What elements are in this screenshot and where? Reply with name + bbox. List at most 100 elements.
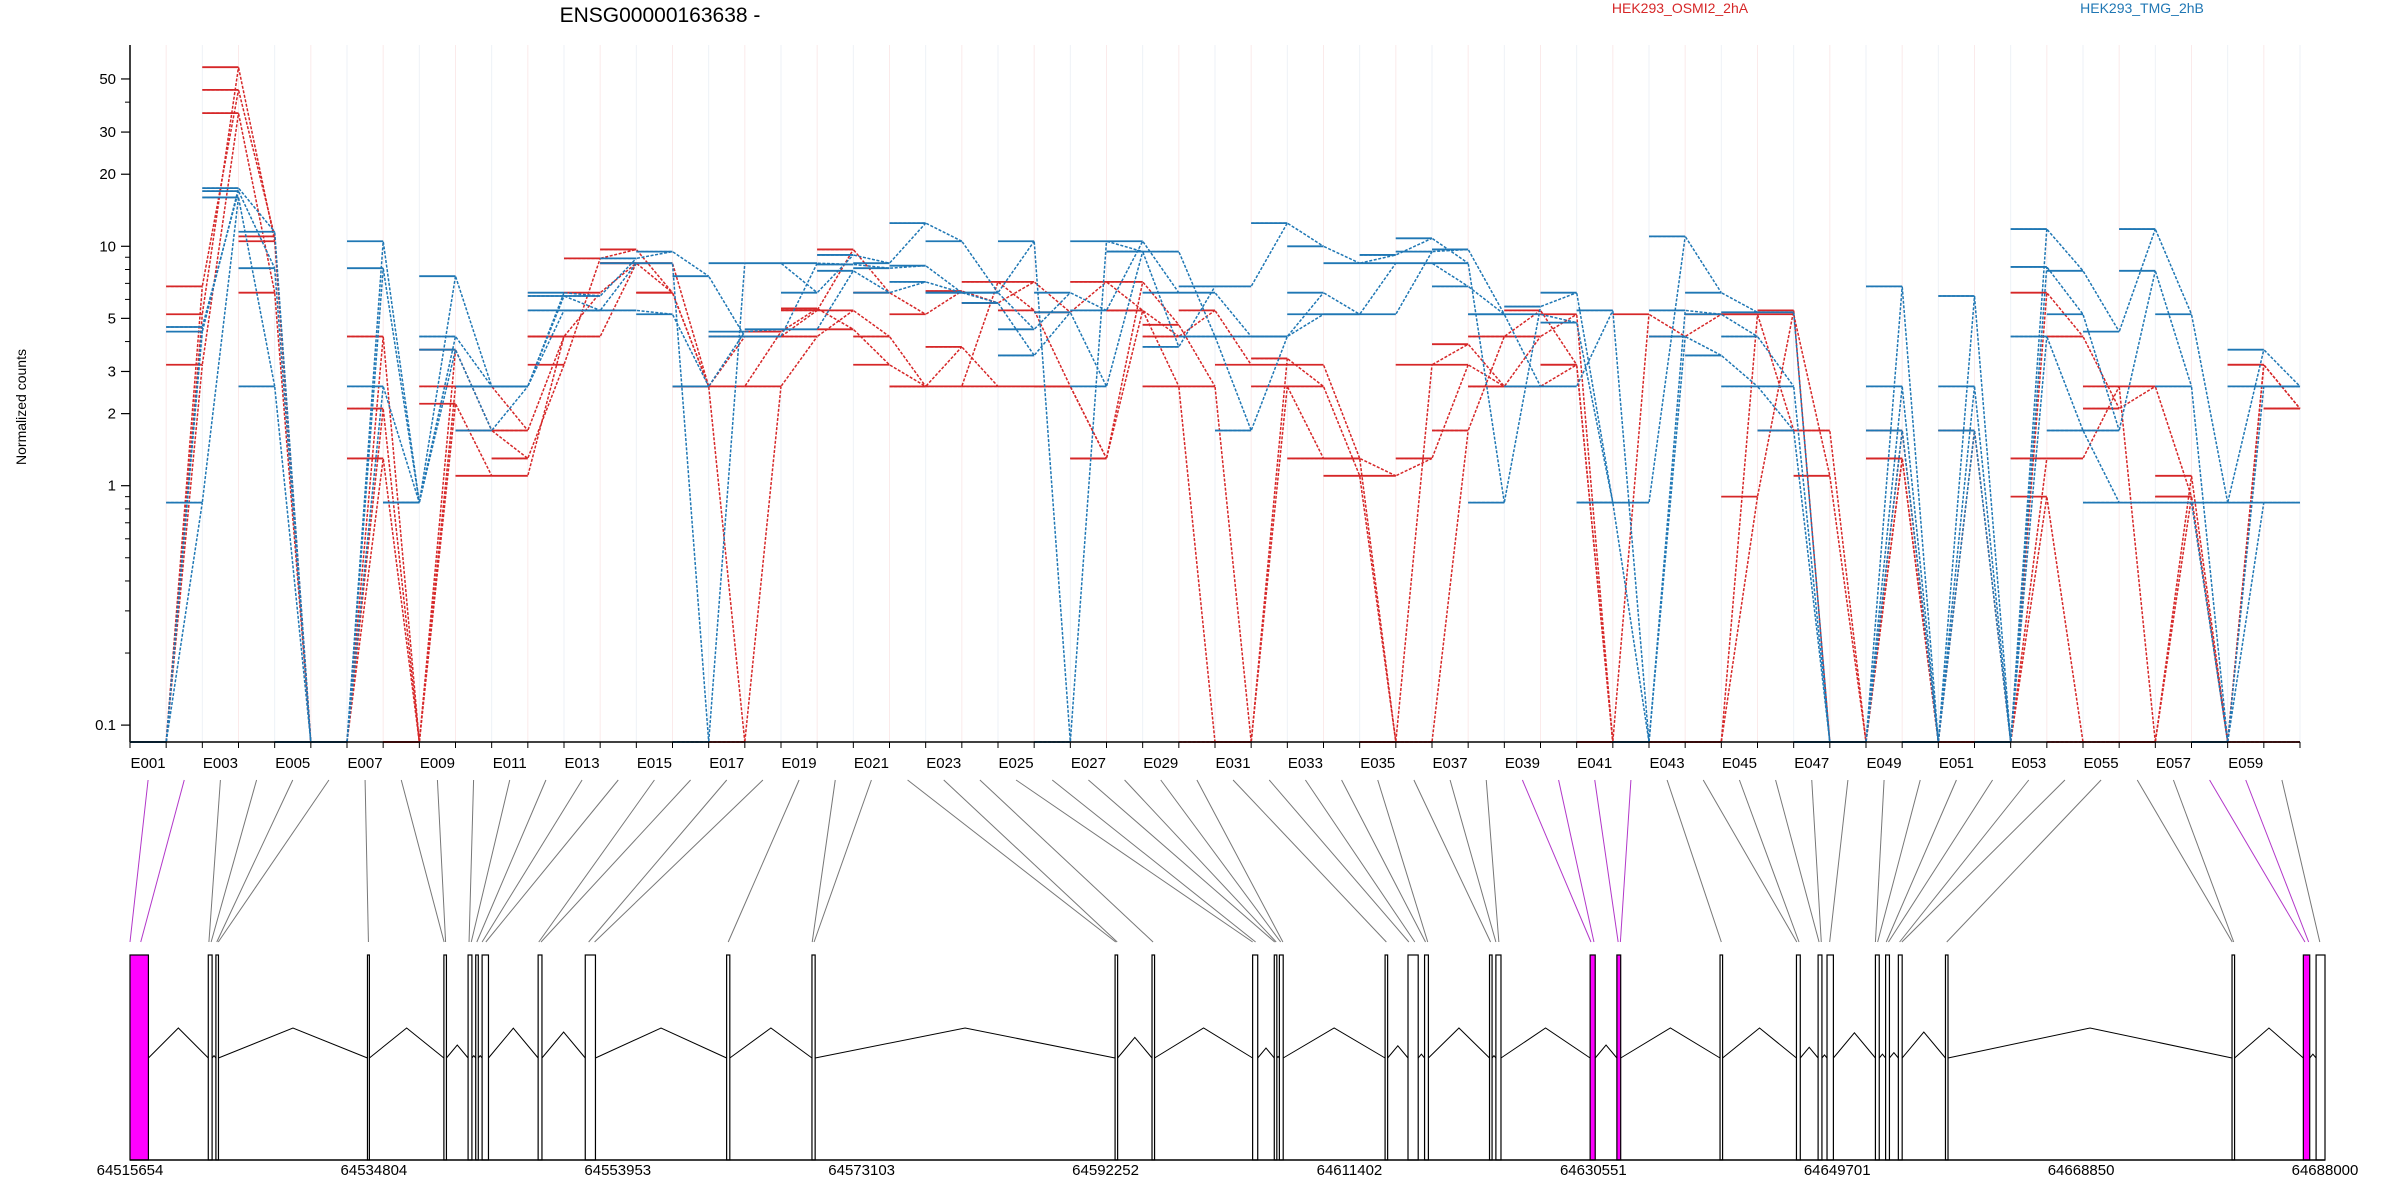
connector-line	[1341, 779, 1426, 943]
connector-line	[436, 779, 447, 943]
connector-line	[476, 779, 547, 943]
exon-box	[1278, 954, 1284, 1161]
intron-line	[1620, 1027, 1721, 1059]
connector-line	[1160, 779, 1282, 943]
y-tick-label: 3	[108, 363, 116, 380]
y-tick-label: 20	[99, 166, 116, 183]
x-tick-label: E017	[709, 755, 744, 772]
connector-line	[813, 779, 872, 943]
connector-line	[2209, 779, 2306, 943]
y-tick-label: 10	[99, 238, 116, 255]
intron-line	[2309, 1053, 2317, 1059]
gene-model	[129, 954, 2326, 1161]
exon-box	[1817, 954, 1823, 1161]
connector-line	[907, 779, 1117, 943]
connector-line	[208, 779, 221, 943]
connector-line	[216, 779, 294, 943]
genomic-tick-label: 64630551	[1560, 1162, 1627, 1179]
intron-line	[446, 1044, 469, 1059]
connector-line	[727, 779, 800, 943]
x-tick-label: E053	[2011, 755, 2046, 772]
connector-line	[588, 779, 728, 943]
intron-line	[1154, 1027, 1253, 1059]
connector-line	[1305, 779, 1416, 943]
x-tick-label: E043	[1650, 755, 1685, 772]
connector-line	[1811, 779, 1822, 943]
exon-box	[726, 954, 731, 1161]
exon-box	[1114, 954, 1119, 1161]
exon-box	[1407, 954, 1419, 1161]
exon-box	[215, 954, 220, 1161]
x-tick-label: E013	[565, 755, 600, 772]
genomic-tick-label: 64534804	[341, 1162, 408, 1179]
intron-line	[1500, 1027, 1591, 1059]
genomic-tick-label: 64573103	[828, 1162, 895, 1179]
connector-line	[1885, 779, 1957, 943]
intron-line	[218, 1027, 368, 1059]
exon-box	[1616, 954, 1622, 1161]
x-tick-label: E059	[2228, 755, 2263, 772]
x-tick-label: E007	[348, 755, 383, 772]
connector-line	[1449, 779, 1497, 943]
connector-line	[1775, 779, 1820, 943]
connector-line	[540, 779, 691, 943]
legend-tmg: HEK293_TMG_2hB	[2080, 0, 2204, 16]
exon-box	[1151, 954, 1156, 1161]
y-tick-label: 2	[108, 406, 116, 423]
x-tick-label: E047	[1794, 755, 1829, 772]
connector-line	[1594, 779, 1619, 943]
x-tick-label: E023	[926, 755, 961, 772]
exon-box	[1885, 954, 1891, 1161]
connector-line	[1946, 779, 2102, 943]
exon-box	[467, 954, 473, 1161]
intron-line	[211, 1054, 217, 1059]
exon-box	[1795, 954, 1801, 1161]
x-tick-label: E003	[203, 755, 238, 772]
intron-line	[1722, 1027, 1797, 1059]
connector-line	[1558, 779, 1595, 943]
genomic-tick-label: 64611402	[1317, 1162, 1383, 1179]
x-tick-label: E049	[1867, 755, 1902, 772]
intron-line	[541, 1031, 586, 1059]
exon-box	[2231, 954, 2236, 1161]
x-tick-label: E031	[1216, 755, 1251, 772]
exon-box	[1944, 954, 1949, 1161]
exon-box	[584, 954, 597, 1161]
connector-line	[1666, 779, 1722, 943]
connector-line	[2281, 779, 2321, 943]
connector-line	[1619, 779, 1632, 943]
connector-line	[1874, 779, 1885, 943]
x-tick-label: E035	[1360, 755, 1395, 772]
connector-line	[1738, 779, 1800, 943]
exon-box	[1874, 954, 1880, 1161]
x-tick-label: E019	[782, 755, 817, 772]
exon-box	[1826, 954, 1834, 1161]
connector-line	[364, 779, 369, 943]
intron-line	[1282, 1027, 1386, 1059]
connector-line	[1015, 779, 1253, 943]
x-tick-label: E033	[1288, 755, 1323, 772]
intron-line	[729, 1027, 813, 1059]
exon-box	[1252, 954, 1259, 1161]
connector-line	[1901, 779, 2066, 943]
exon-box	[1273, 954, 1278, 1161]
x-tick-label: E045	[1722, 755, 1757, 772]
connector-line	[1899, 779, 2030, 943]
x-tick-label: E015	[637, 755, 672, 772]
connector-line	[1888, 779, 1994, 943]
exon-box	[1384, 954, 1389, 1161]
x-tick-label: E005	[275, 755, 310, 772]
chart-title: ENSG00000163638 -	[560, 4, 761, 27]
exon-box	[2315, 954, 2326, 1161]
x-tick-label: E037	[1433, 755, 1468, 772]
gridlines	[129, 45, 2301, 742]
exon-box	[2302, 954, 2311, 1161]
connector-line	[1377, 779, 1429, 943]
connector-line	[979, 779, 1154, 943]
connector-line	[2136, 779, 2233, 943]
intron-line	[369, 1027, 445, 1059]
connector-line	[594, 779, 764, 943]
intron-line	[1387, 1044, 1409, 1059]
exon-box	[1423, 954, 1429, 1161]
